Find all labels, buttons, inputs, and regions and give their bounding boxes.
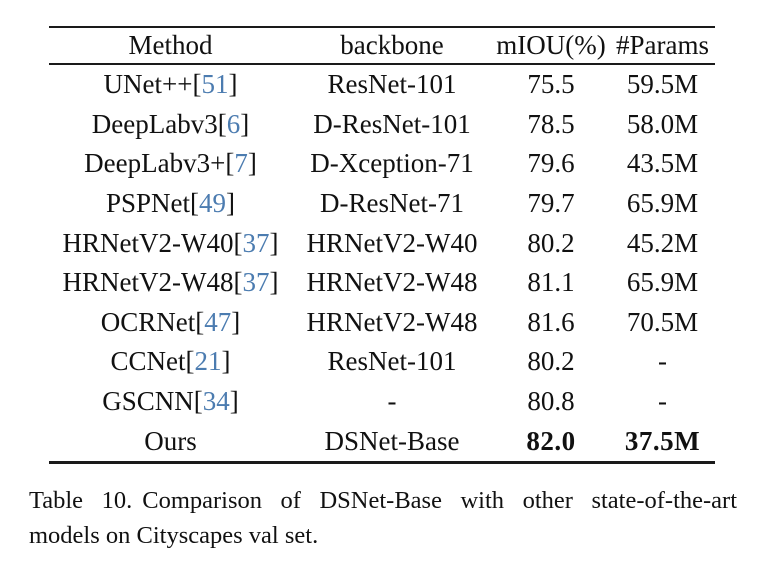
citation-bracket-close: ]	[247, 148, 257, 179]
col-header-method: Method	[128, 30, 213, 60]
miou-cell: 81.6	[527, 306, 575, 337]
miou-cell: 75.5	[527, 69, 575, 100]
citation-bracket-open: [	[190, 188, 200, 219]
method-cell: HRNetV2-W48[37]	[49, 263, 292, 303]
citation-bracket-open: [	[217, 108, 227, 139]
citation-bracket-close: ]	[229, 386, 239, 417]
table-row: UNet++[51] ResNet-101 75.5 59.5M	[49, 64, 715, 105]
method-cell: DeepLabv3[6]	[49, 105, 292, 145]
backbone-cell: D-Xception-71	[310, 148, 474, 179]
backbone-cell: HRNetV2-W40	[306, 227, 478, 258]
params-cell: 59.5M	[626, 69, 699, 100]
params-cell: 37.5M	[624, 425, 701, 456]
caption-label: Table 10.	[29, 487, 133, 514]
backbone-cell: HRNetV2-W48	[306, 306, 478, 337]
citation-bracket-open: [	[195, 306, 205, 337]
params-cell: 58.0M	[626, 108, 699, 139]
params-cell: 70.5M	[626, 306, 699, 337]
citation-link[interactable]: 6	[226, 108, 241, 139]
caption-text: Comparison of DSNet-Base with other stat…	[29, 487, 738, 549]
method-name: HRNetV2-W48	[62, 267, 234, 298]
miou-cell: 80.8	[527, 386, 575, 417]
method-cell: UNet++[51]	[49, 64, 292, 105]
citation-bracket-close: ]	[240, 108, 250, 139]
citation-link[interactable]: 49	[199, 188, 227, 219]
table-row: Ours DSNet-Base 82.0 37.5M	[49, 421, 715, 462]
table-row: DeepLabv3+[7] D-Xception-71 79.6 43.5M	[49, 144, 715, 184]
citation-bracket-close: ]	[269, 267, 279, 298]
citation-link[interactable]: 21	[194, 346, 222, 377]
citation-link[interactable]: 37	[242, 267, 270, 298]
method-name: UNet++	[103, 69, 193, 100]
method-name: DeepLabv3	[91, 108, 218, 139]
backbone-cell: HRNetV2-W48	[306, 267, 478, 298]
backbone-cell: D-ResNet-101	[313, 108, 471, 139]
citation-bracket-close: ]	[231, 306, 241, 337]
params-cell: 43.5M	[626, 148, 699, 179]
citation-link[interactable]: 7	[234, 148, 248, 179]
citation-bracket-close: ]	[228, 69, 238, 100]
miou-cell: 82.0	[526, 425, 576, 456]
backbone-cell: DSNet-Base	[324, 425, 460, 456]
citation-bracket-close: ]	[226, 188, 236, 219]
backbone-cell: ResNet-101	[327, 346, 457, 377]
backbone-cell: -	[387, 386, 397, 417]
method-cell: DeepLabv3+[7]	[49, 144, 292, 184]
table-row: GSCNN[34] - 80.8 -	[49, 382, 715, 422]
citation-bracket-close: ]	[269, 227, 279, 258]
method-name: GSCNN	[102, 386, 194, 417]
citation-bracket-open: [	[192, 69, 202, 100]
miou-cell: 79.7	[527, 188, 575, 219]
table-row: HRNetV2-W40[37] HRNetV2-W40 80.2 45.2M	[49, 223, 715, 263]
table-row: CCNet[21] ResNet-101 80.2 -	[49, 342, 715, 382]
method-cell: GSCNN[34]	[49, 382, 292, 422]
col-header-backbone: backbone	[340, 30, 444, 60]
backbone-cell: D-ResNet-71	[320, 188, 464, 219]
table-row: HRNetV2-W48[37] HRNetV2-W48 81.1 65.9M	[49, 263, 715, 303]
citation-bracket-close: ]	[221, 346, 231, 377]
citation-bracket-open: [	[225, 148, 235, 179]
citation-link[interactable]: 47	[204, 306, 232, 337]
citation-bracket-open: [	[233, 227, 243, 258]
method-name: CCNet	[110, 346, 186, 377]
results-table: Method backbone mIOU(%) #Params UNet++[5…	[49, 26, 715, 464]
table-header-row: Method backbone mIOU(%) #Params	[49, 27, 715, 64]
table-caption: Table 10. Comparison of DSNet-Base with o…	[29, 483, 737, 553]
backbone-cell: ResNet-101	[327, 69, 457, 100]
miou-cell: 81.1	[527, 267, 575, 298]
table-row: PSPNet[49] D-ResNet-71 79.7 65.9M	[49, 184, 715, 224]
method-name: Ours	[144, 425, 197, 456]
col-header-miou: mIOU(%)	[496, 30, 606, 60]
col-header-params: #Params	[616, 30, 709, 60]
miou-cell: 79.6	[527, 148, 575, 179]
params-cell: 65.9M	[626, 188, 699, 219]
method-name: DeepLabv3+	[84, 148, 226, 179]
params-cell: -	[658, 346, 667, 377]
params-cell: -	[658, 386, 667, 417]
method-cell: CCNet[21]	[49, 342, 292, 382]
method-cell: Ours	[49, 421, 292, 462]
table-row: OCRNet[47] HRNetV2-W48 81.6 70.5M	[49, 303, 715, 343]
table-row: DeepLabv3[6] D-ResNet-101 78.5 58.0M	[49, 105, 715, 145]
method-name: PSPNet	[105, 188, 191, 219]
params-cell: 65.9M	[626, 267, 699, 298]
citation-bracket-open: [	[193, 386, 203, 417]
method-cell: HRNetV2-W40[37]	[49, 223, 292, 263]
citation-bracket-open: [	[185, 346, 195, 377]
miou-cell: 78.5	[527, 108, 575, 139]
method-cell: PSPNet[49]	[49, 184, 292, 224]
table-body: UNet++[51] ResNet-101 75.5 59.5M DeepLabv3[6…	[49, 64, 715, 462]
params-cell: 45.2M	[626, 227, 699, 258]
method-name: HRNetV2-W40	[62, 227, 234, 258]
method-cell: OCRNet[47]	[49, 303, 292, 343]
miou-cell: 80.2	[527, 346, 575, 377]
citation-link[interactable]: 34	[202, 386, 230, 417]
citation-link[interactable]: 37	[242, 227, 270, 258]
miou-cell: 80.2	[527, 227, 575, 258]
citation-bracket-open: [	[233, 267, 243, 298]
citation-link[interactable]: 51	[201, 69, 229, 100]
method-name: OCRNet	[100, 306, 196, 337]
